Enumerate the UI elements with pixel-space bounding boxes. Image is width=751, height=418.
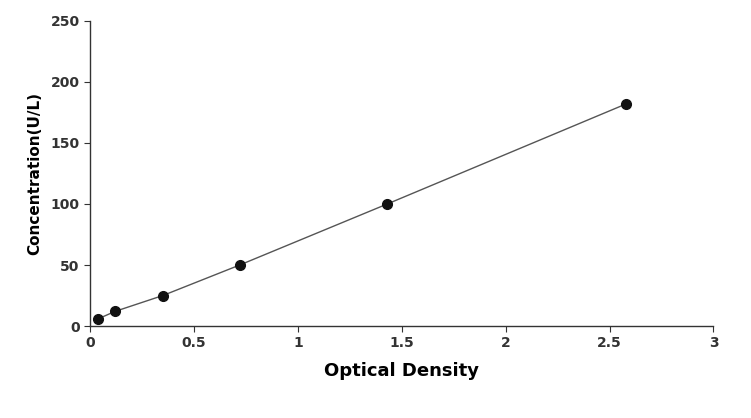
X-axis label: Optical Density: Optical Density [324,362,479,380]
Point [620,101,632,107]
Point [382,201,394,207]
Point [109,308,121,315]
Point [234,262,246,268]
Point [92,315,104,322]
Y-axis label: Concentration(U/L): Concentration(U/L) [27,92,42,255]
Point [157,292,169,299]
